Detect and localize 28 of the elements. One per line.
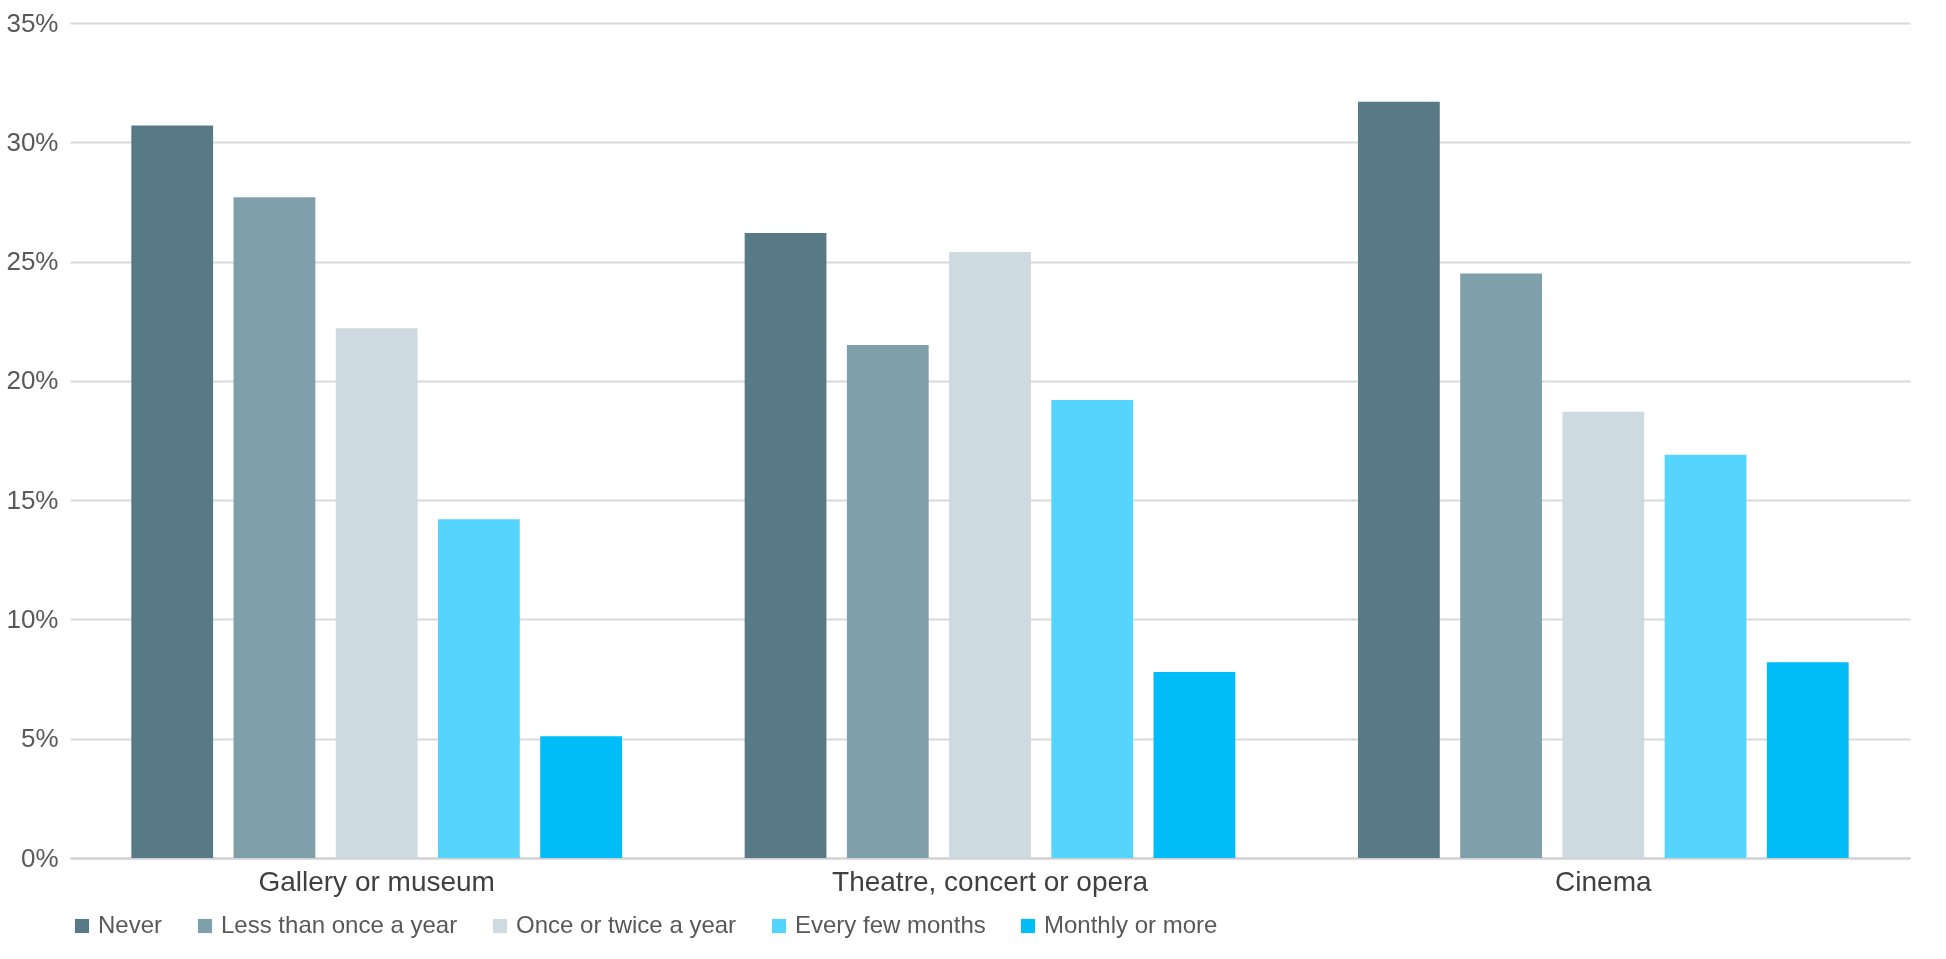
- bar: [233, 197, 316, 858]
- bar: [131, 125, 214, 858]
- y-tick-label: 0%: [20, 842, 59, 873]
- bar: [1051, 399, 1134, 858]
- legend-label: Monthly or more: [1044, 911, 1218, 938]
- bar: [1766, 662, 1849, 858]
- bar: [744, 232, 827, 858]
- bar: [540, 736, 622, 858]
- y-tick-label: 35%: [6, 7, 59, 38]
- bar: [1664, 454, 1747, 858]
- x-tick-label: Cinema: [1555, 865, 1652, 897]
- y-tick-label: 15%: [6, 484, 59, 515]
- y-tick-label: 25%: [6, 246, 59, 277]
- x-tick-label: Theatre, concert or opera: [832, 865, 1149, 897]
- bar: [1153, 671, 1236, 858]
- bar: [1460, 273, 1542, 858]
- bar: [846, 345, 929, 858]
- legend-label: Never: [98, 911, 163, 938]
- legend-label: Once or twice a year: [516, 911, 737, 938]
- y-tick-label: 10%: [6, 603, 59, 634]
- legend-label: Less than once a year: [221, 911, 458, 938]
- bar: [1358, 101, 1440, 858]
- y-tick-label: 30%: [6, 126, 59, 157]
- bar: [438, 519, 520, 858]
- x-tick-label: Gallery or museum: [258, 865, 495, 897]
- legend-label: Every few months: [795, 911, 986, 938]
- y-tick-label: 5%: [20, 723, 59, 754]
- y-tick-label: 20%: [6, 365, 59, 396]
